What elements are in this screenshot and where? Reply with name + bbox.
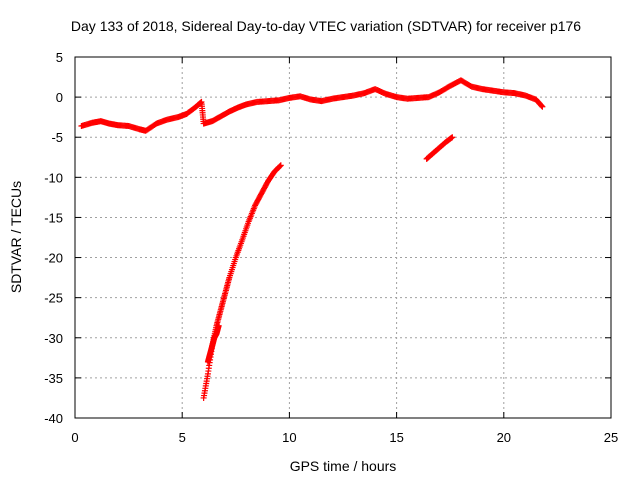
- x-axis-label: GPS time / hours: [290, 458, 397, 474]
- series-dense-stack: [204, 322, 222, 365]
- data-point-fill: [538, 103, 545, 110]
- plot-frame: [74, 56, 612, 419]
- y-tick-label: -10: [44, 170, 63, 185]
- data-point-fill: [276, 163, 283, 170]
- series-steep-track: [200, 162, 284, 401]
- x-tick-label: 25: [604, 430, 618, 445]
- data-marks: [78, 77, 546, 401]
- y-tick-labels: 5 0 -5 -10 -15 -20 -25 -30 -35 -40: [44, 50, 63, 426]
- data-point: [277, 162, 284, 169]
- y-tick-label: 0: [56, 90, 63, 105]
- axis-ticks: [74, 56, 612, 419]
- y-tick-label: -20: [44, 251, 63, 266]
- y-tick-label: -30: [44, 331, 63, 346]
- series-main-track: [78, 77, 546, 134]
- data-point: [539, 103, 546, 110]
- data-point: [449, 134, 456, 141]
- x-tick-label: 10: [282, 430, 296, 445]
- x-tick-labels: 0 5 10 15 20 25: [71, 430, 618, 445]
- grid-lines: [75, 57, 611, 418]
- x-tick-label: 15: [389, 430, 403, 445]
- data-point: [215, 322, 222, 329]
- y-tick-label: -15: [44, 210, 63, 225]
- y-tick-label: 5: [56, 50, 63, 65]
- y-tick-label: -5: [51, 130, 63, 145]
- x-tick-label: 0: [71, 430, 78, 445]
- chart-title: Day 133 of 2018, Sidereal Day-to-day VTE…: [71, 18, 581, 34]
- y-tick-label: -40: [44, 411, 63, 426]
- data-point-fill: [277, 162, 284, 169]
- x-tick-label: 5: [179, 430, 186, 445]
- y-tick-label: -25: [44, 291, 63, 306]
- x-tick-label: 20: [497, 430, 511, 445]
- y-tick-label: -35: [44, 371, 63, 386]
- series-short-track: [423, 134, 456, 162]
- y-axis-label: SDTVAR / TECUs: [8, 181, 24, 293]
